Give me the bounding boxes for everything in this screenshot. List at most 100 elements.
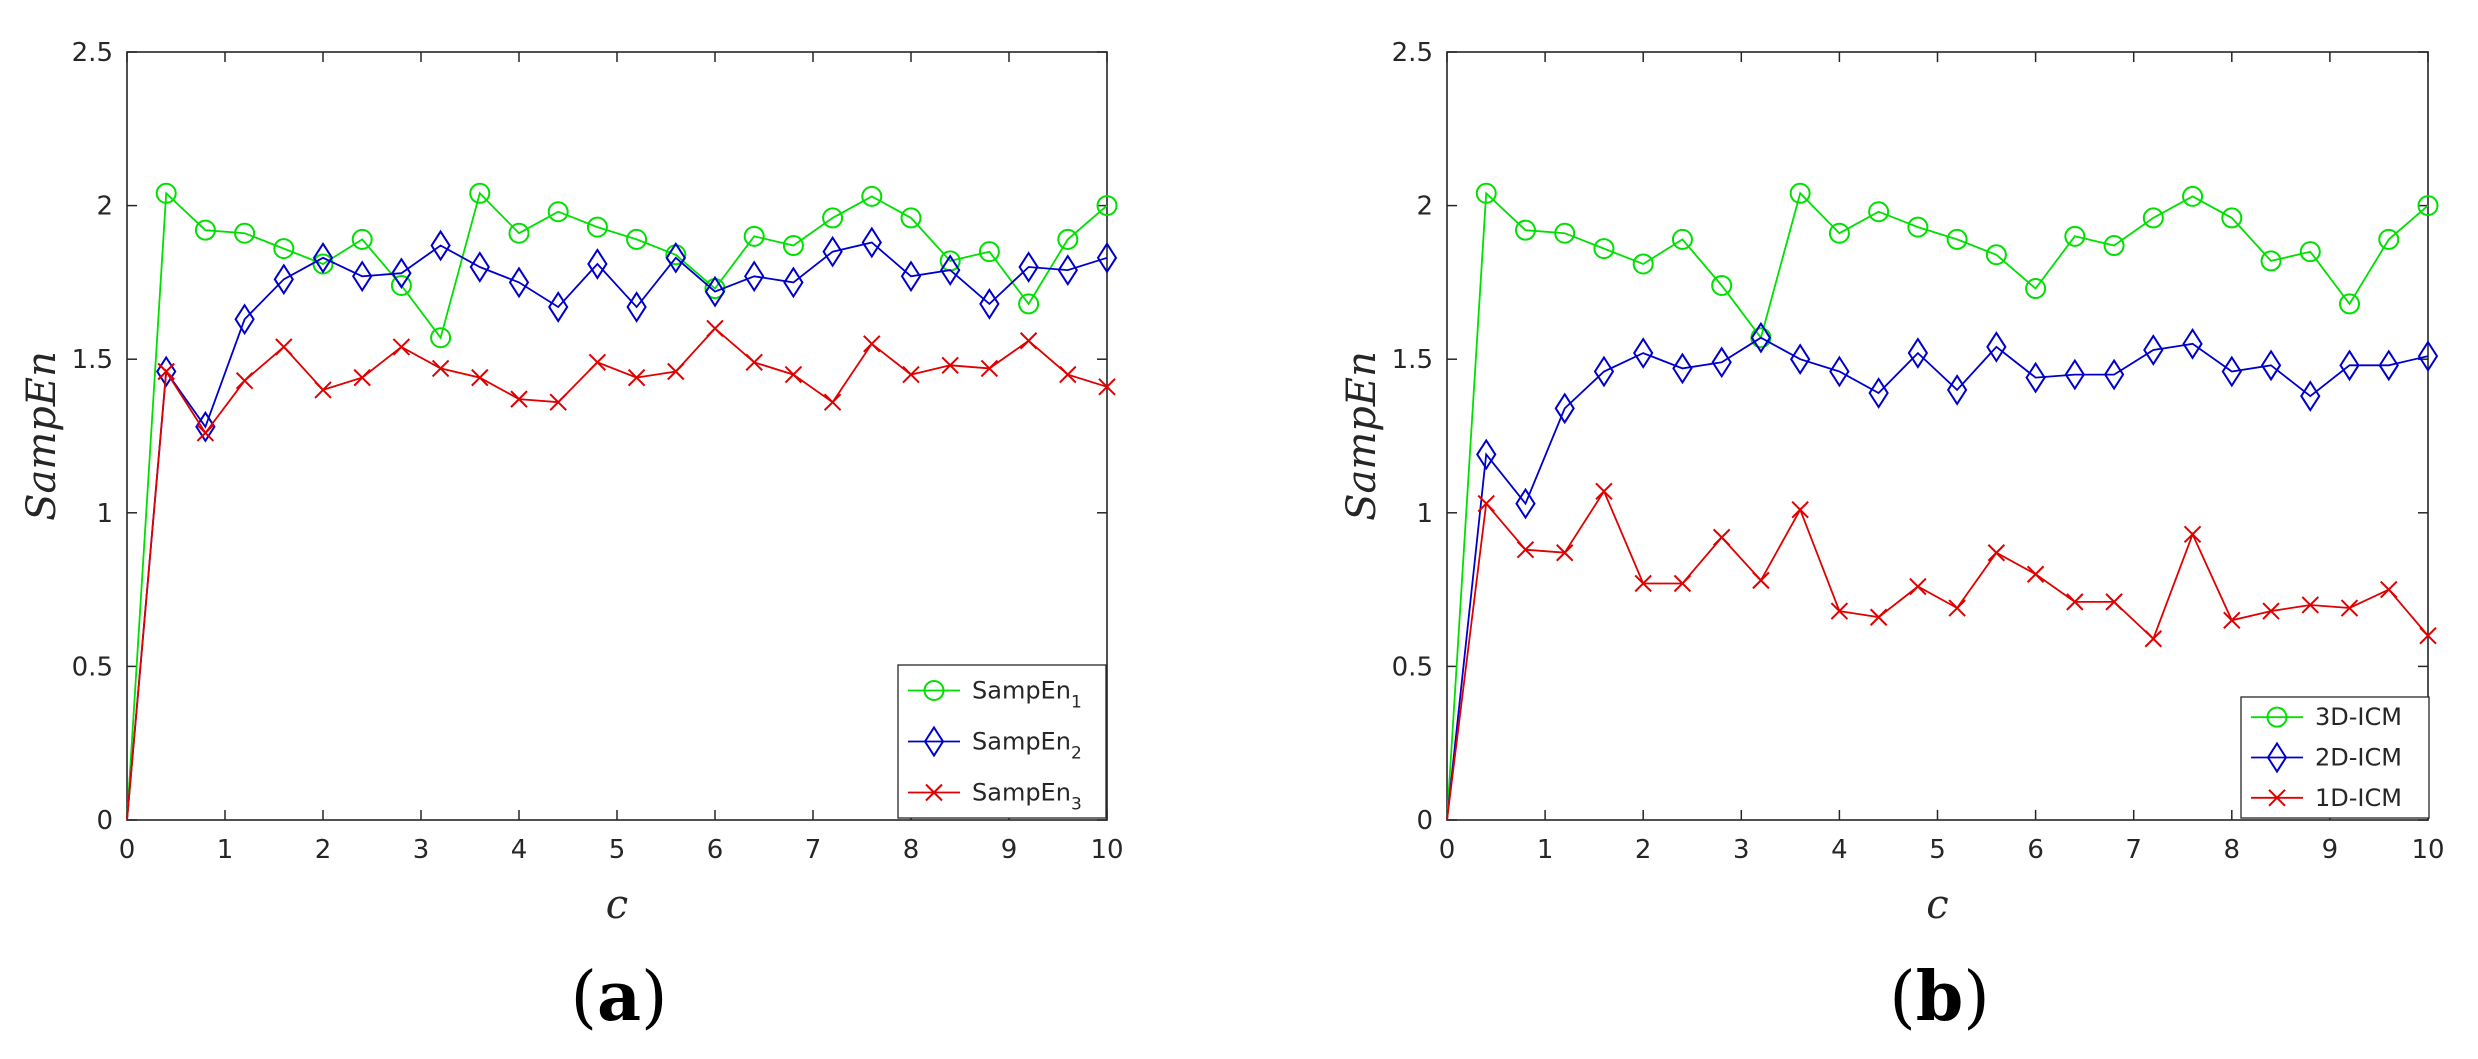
x-tick-label: 9 [1001, 835, 1018, 865]
y-tick-label: 0.5 [72, 652, 113, 682]
data-point [2026, 565, 2045, 583]
data-point [586, 216, 608, 238]
data-point [2064, 358, 2086, 391]
data-point [508, 222, 530, 244]
legend-label: 1D-ICM [2315, 784, 2402, 812]
data-point [1789, 182, 1811, 204]
data-point [2182, 185, 2204, 207]
data-point [2066, 593, 2084, 611]
data-point [2182, 327, 2203, 360]
legend-marker [923, 680, 945, 701]
legend-label: 2D-ICM [2315, 744, 2402, 772]
y-tick-label: 0 [96, 806, 113, 836]
data-point [1593, 355, 1615, 388]
data-point [1632, 253, 1654, 275]
data-point [1475, 182, 1497, 204]
data-point [1019, 332, 1038, 350]
x-tick-label: 3 [1733, 835, 1750, 865]
data-point [2299, 241, 2321, 263]
panel-label: (b) [1889, 957, 1990, 1037]
x-tick-label: 6 [2027, 835, 2044, 865]
data-point [1673, 574, 1692, 593]
data-point [1907, 337, 1929, 369]
data-point [547, 201, 569, 223]
legend-marker [923, 725, 945, 758]
data-point [2105, 593, 2123, 611]
data-point [979, 288, 1000, 320]
legend-label: 3D-ICM [2315, 703, 2402, 731]
data-point [2183, 525, 2202, 544]
y-tick-label: 2 [1416, 192, 1433, 222]
data-point [900, 260, 922, 293]
data-point [549, 393, 567, 411]
data-point [510, 390, 528, 408]
data-point [2339, 349, 2360, 382]
legend-subscript: 3 [1071, 795, 1082, 815]
y-tick-label: 1.5 [72, 345, 113, 375]
data-point [2142, 207, 2164, 229]
y-tick-label: 1 [96, 499, 113, 529]
data-point [1595, 482, 1613, 501]
x-tick-label: 3 [413, 835, 430, 865]
x-axis-label: c [606, 882, 628, 928]
y-axis-label: SampEn [19, 351, 65, 521]
data-point [352, 260, 373, 293]
data-point [1868, 201, 1890, 223]
data-point [1946, 374, 1968, 406]
data-point [312, 241, 334, 274]
data-point [2144, 630, 2163, 648]
data-point [1868, 377, 1889, 409]
panel-letter: a [597, 957, 641, 1037]
x-tick-label: 8 [2224, 835, 2241, 865]
data-point [2417, 195, 2439, 217]
data-point [1712, 528, 1731, 547]
data-point [430, 327, 452, 349]
data-point [823, 393, 842, 411]
legend-subscript: 1 [1071, 693, 1082, 713]
data-point [353, 368, 371, 387]
data-point [588, 353, 607, 371]
data-point [1554, 222, 1576, 244]
data-point [392, 338, 411, 356]
legend-marker [2268, 789, 2286, 807]
data-point [196, 424, 215, 442]
data-point [978, 241, 1000, 263]
data-point [235, 371, 254, 390]
data-point [314, 381, 332, 399]
data-point [508, 266, 530, 299]
data-point [1946, 228, 1968, 250]
data-point [2378, 228, 2400, 250]
legend-marker [925, 783, 943, 802]
x-tick-label: 0 [1439, 835, 1456, 865]
data-point [861, 226, 882, 259]
data-point [1477, 494, 1495, 513]
data-point [782, 235, 804, 257]
data-point [471, 368, 489, 387]
data-point [783, 266, 804, 299]
y-tick-label: 1 [1416, 499, 1433, 529]
data-point [2340, 599, 2359, 617]
data-point [627, 368, 646, 387]
data-point [822, 235, 843, 268]
data-point [1057, 228, 1079, 250]
legend-marker [2266, 706, 2288, 728]
data-point [430, 229, 451, 262]
data-point [745, 353, 763, 371]
data-point [1633, 337, 1654, 369]
panel-letter: b [1916, 957, 1964, 1037]
data-point [1869, 608, 1888, 626]
data-point [2380, 580, 2398, 599]
data-point [1828, 222, 1850, 244]
data-point [1986, 331, 2007, 363]
data-point [469, 251, 490, 283]
data-point [2221, 207, 2243, 229]
data-point [1752, 571, 1770, 590]
data-point [1987, 544, 2006, 562]
data-point [234, 222, 256, 244]
data-point [2378, 349, 2399, 382]
y-axis-label: SampEn [1339, 351, 1385, 521]
x-tick-label: 4 [1831, 835, 1848, 865]
data-point [2300, 380, 2321, 412]
data-point [1830, 602, 1849, 620]
